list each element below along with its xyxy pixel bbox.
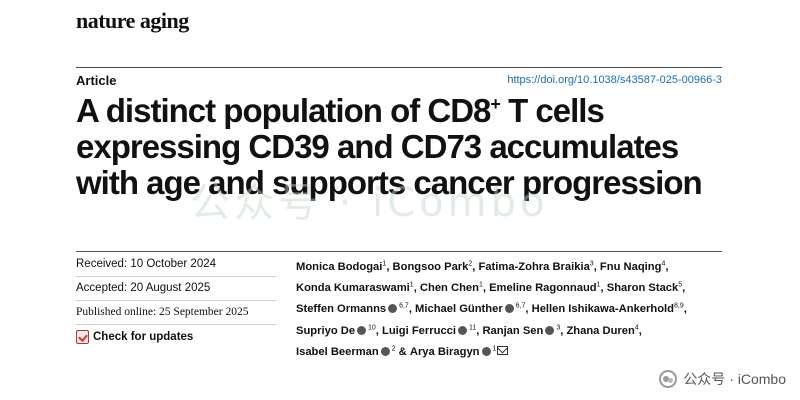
affiliation-number: 1 xyxy=(596,281,601,289)
check-updates-button[interactable]: Check for updates xyxy=(76,330,276,344)
orcid-icon[interactable] xyxy=(388,304,398,314)
author-item[interactable]: Chen Chen1, xyxy=(419,281,490,295)
author-item[interactable]: Steffen Ormanns 6,7, xyxy=(296,302,416,316)
orcid-icon[interactable] xyxy=(458,325,467,335)
affiliation-number: 4 xyxy=(634,323,639,331)
author-name[interactable]: Supriyo De xyxy=(296,324,356,337)
author-item[interactable]: Fatima-Zohra Braikia3, xyxy=(478,260,600,273)
author-item[interactable]: Zhana Duren4, xyxy=(566,323,642,337)
author-name[interactable]: Luigi Ferrucci xyxy=(382,324,456,337)
author-item[interactable]: Monica Bodogai1, xyxy=(296,260,393,273)
affiliation-number: 6,7 xyxy=(513,302,526,310)
author-separator: , xyxy=(638,324,642,337)
affiliation-number: 1 xyxy=(409,281,414,289)
author-separator: , xyxy=(482,282,490,295)
affiliation-number: 1 xyxy=(382,260,387,267)
author-separator: , xyxy=(413,282,420,295)
author-item[interactable]: Konda Kumaraswami1, xyxy=(296,281,420,295)
author-item[interactable]: Luigi Ferrucci 11, xyxy=(382,323,483,337)
title-line-3: with age and supports cancer progression xyxy=(76,164,703,201)
affiliation-number: 8,9 xyxy=(673,302,684,310)
affiliation-number: 3 xyxy=(589,260,594,267)
author-separator: , xyxy=(560,324,567,337)
orcid-icon[interactable] xyxy=(504,304,514,314)
author-name[interactable]: Zhana Duren xyxy=(566,324,635,337)
footer-brand-text: 公众号 · iCombo xyxy=(683,371,786,387)
author-name[interactable]: Sharon Stack xyxy=(606,282,679,295)
affiliation-number: 2 xyxy=(389,345,396,353)
section-rule xyxy=(76,251,722,252)
affiliation-number: 10 xyxy=(366,323,376,331)
author-separator: , xyxy=(665,260,669,273)
journal-name[interactable]: nature aging xyxy=(76,8,189,33)
author-name[interactable]: Steffen Ormanns xyxy=(296,303,387,316)
affiliation-number: 3 xyxy=(554,323,561,331)
author-separator: , xyxy=(682,282,686,295)
affiliation-number: 4 xyxy=(661,260,666,267)
affiliation-number: 1 xyxy=(478,281,483,289)
affiliation-number: 2 xyxy=(468,260,473,267)
affiliation-number: 1 xyxy=(490,345,497,353)
author-name[interactable]: Isabel Beerman xyxy=(296,346,379,359)
author-name[interactable]: Michael Günther xyxy=(415,303,503,316)
author-item[interactable]: Isabel Beerman 2 & xyxy=(296,345,410,359)
check-updates-label: Check for updates xyxy=(93,331,194,343)
author-name[interactable]: Konda Kumaraswami xyxy=(296,282,410,295)
affiliation-number: 6,7 xyxy=(397,302,409,310)
author-name[interactable]: Bongsoo Park xyxy=(392,260,469,273)
author-name[interactable]: Hellen Ishikawa-Ankerhold xyxy=(531,303,674,316)
author-name[interactable]: Emeline Ragonnaud xyxy=(489,282,597,295)
author-list: Monica Bodogai1, Bongsoo Park2, Fatima-Z… xyxy=(296,255,726,362)
author-separator: & xyxy=(395,346,410,359)
author-item[interactable]: Bongsoo Park2, xyxy=(392,260,479,273)
author-separator: , xyxy=(472,260,479,273)
author-item[interactable]: Michael Günther 6,7, xyxy=(415,302,532,316)
orcid-icon[interactable] xyxy=(545,325,555,335)
author-item[interactable]: Arya Biragyn 1 xyxy=(409,345,509,359)
author-item[interactable]: Emeline Ragonnaud1, xyxy=(489,281,607,295)
author-item[interactable]: Fnu Naqing4, xyxy=(599,260,669,273)
author-separator: , xyxy=(683,303,687,316)
title-line-1: A distinct population of CD8+ T cells xyxy=(76,92,605,129)
meta-divider xyxy=(76,276,276,277)
email-icon[interactable] xyxy=(497,346,509,356)
author-name[interactable]: Monica Bodogai xyxy=(296,260,383,273)
affiliation-number: 5 xyxy=(678,281,683,289)
author-separator: , xyxy=(525,303,532,316)
wechat-icon xyxy=(659,370,678,388)
author-item[interactable]: Hellen Ishikawa-Ankerhold8,9, xyxy=(531,302,687,316)
accepted-date: Accepted: 20 August 2025 xyxy=(76,282,211,294)
orcid-icon[interactable] xyxy=(357,325,367,335)
author-item[interactable]: Sharon Stack5, xyxy=(606,281,686,295)
author-separator: , xyxy=(476,324,483,337)
author-separator: , xyxy=(386,260,393,273)
meta-divider xyxy=(76,300,276,301)
title-line-2: expressing CD39 and CD73 accumulates xyxy=(76,128,679,165)
received-date: Received: 10 October 2024 xyxy=(76,258,217,270)
author-item[interactable]: Supriyo De 10, xyxy=(296,323,383,337)
author-separator: , xyxy=(593,260,600,273)
article-type: Article xyxy=(76,73,117,88)
published-date: Published online: 25 September 2025 xyxy=(76,306,249,318)
author-separator: , xyxy=(408,303,416,316)
orcid-icon[interactable] xyxy=(481,347,491,357)
author-name[interactable]: Chen Chen xyxy=(419,282,479,295)
doi-link[interactable]: https://doi.org/10.1038/s43587-025-00966… xyxy=(507,74,722,86)
check-updates-icon xyxy=(76,330,89,344)
affiliation-number: 11 xyxy=(467,323,477,331)
watermark: 公众号 · iCombo xyxy=(190,180,549,226)
orcid-icon[interactable] xyxy=(380,347,390,357)
footer-brand: 公众号 · iCombo xyxy=(659,369,786,389)
author-name[interactable]: Fnu Naqing xyxy=(599,260,662,273)
author-separator: , xyxy=(600,282,607,295)
author-name[interactable]: Ranjan Sen xyxy=(482,324,544,337)
author-item[interactable]: Ranjan Sen 3, xyxy=(482,323,567,337)
author-separator: , xyxy=(375,324,383,337)
article-title: A distinct population of CD8+ T cells ex… xyxy=(76,93,736,201)
author-name[interactable]: Fatima-Zohra Braikia xyxy=(478,260,590,273)
header-rule xyxy=(76,67,722,68)
author-name[interactable]: Arya Biragyn xyxy=(409,346,480,359)
meta-divider xyxy=(76,324,276,325)
